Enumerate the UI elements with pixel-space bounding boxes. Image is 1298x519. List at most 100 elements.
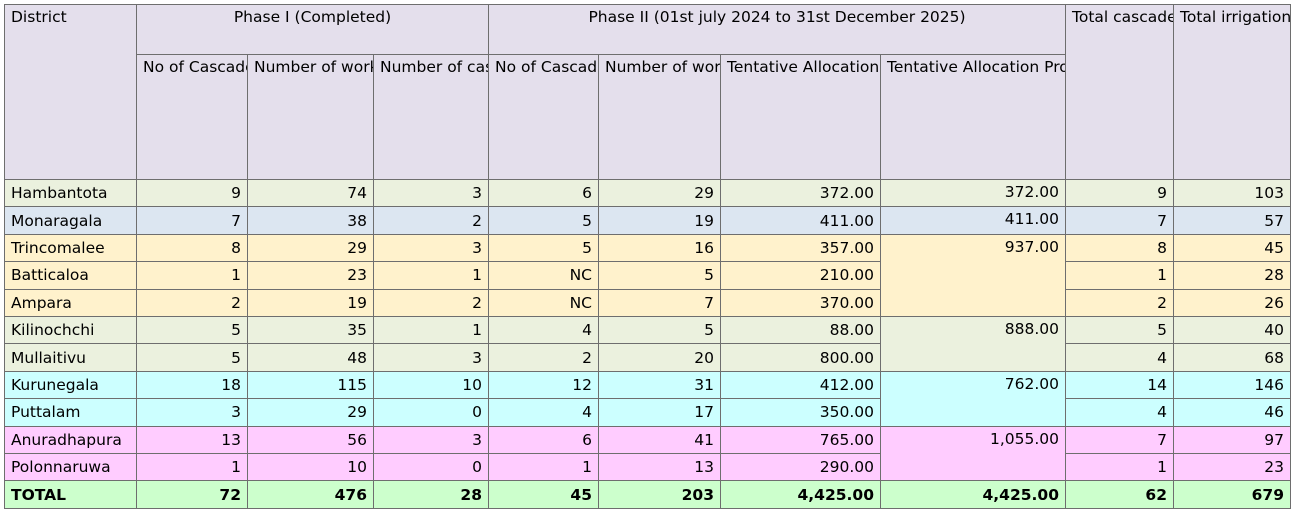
cell-p1-works: 38 [247, 206, 374, 235]
table-row: Kurunegala 18 115 10 12 31 412.00 762.00 14 146 [4, 370, 1291, 427]
cell-p1-cascades: 3 [136, 398, 248, 427]
cell-p1-cascades: 5 [136, 343, 248, 372]
total-p2-works: 203 [598, 480, 721, 509]
cell-p1-works: 29 [247, 233, 374, 263]
cell-p1-cascades: 1 [136, 453, 248, 482]
cell-p2-cascades: 12 [488, 370, 599, 400]
cell-p1-cascades: 9 [136, 178, 248, 208]
table-row: Trincomalee 8 29 3 5 16 357.00 937.00 8 45 [4, 233, 1291, 318]
total-p1-cascades: 72 [136, 480, 248, 509]
cell-p1-completed: 1 [373, 261, 489, 290]
cell-total-schemes: 46 [1173, 398, 1291, 427]
cell-p1-completed: 1 [373, 316, 489, 345]
cell-p1-works: 29 [247, 398, 374, 427]
table-row: Monaragala 7 38 2 5 19 411.00 411.00 7 57 [4, 206, 1291, 235]
cell-p2-cascades: 5 [488, 233, 599, 263]
cell-p1-works: 23 [247, 261, 374, 290]
cell-p2-works: 13 [598, 453, 721, 482]
cell-p2-province-alloc: 372.00 [880, 178, 1066, 208]
cell-p1-works: 56 [247, 425, 374, 455]
cell-district: Puttalam [4, 398, 137, 427]
cell-total-schemes: 57 [1173, 206, 1291, 235]
cell-total-schemes: 146 [1173, 370, 1291, 400]
cell-p2-works: 5 [598, 261, 721, 290]
cell-p2-district-alloc: 350.00 [720, 398, 881, 427]
cell-p2-district-alloc: 372.00 [720, 178, 881, 208]
cell-p2-works: 7 [598, 288, 721, 318]
cell-p2-works: 20 [598, 343, 721, 372]
cell-p2-district-alloc: 370.00 [720, 288, 881, 318]
cell-p2-district-alloc: 357.00 [720, 233, 881, 263]
cell-p1-completed: 2 [373, 288, 489, 318]
header-p2-cascades: No of Cascades selected under phase-II [488, 54, 599, 180]
cell-p1-cascades: 2 [136, 288, 248, 318]
cell-p2-cascades: 6 [488, 425, 599, 455]
cell-total-schemes: 40 [1173, 316, 1291, 345]
cell-p2-province-alloc: 937.00 [880, 233, 1066, 318]
cell-p2-works: 31 [598, 370, 721, 400]
total-total-cascades: 62 [1065, 480, 1174, 509]
cell-p2-cascades: 2 [488, 343, 599, 372]
header-total-schemes: Total irrigation schemes to be completed… [1173, 4, 1291, 180]
cell-p2-district-alloc: 88.00 [720, 316, 881, 345]
cell-district: Hambantota [4, 178, 137, 208]
cell-p2-works: 41 [598, 425, 721, 455]
total-p1-works: 476 [247, 480, 374, 509]
cell-p2-cascades: NC [488, 288, 599, 318]
cell-p1-cascades: 7 [136, 206, 248, 235]
table-row: Hambantota 9 74 3 6 29 372.00 372.00 9 103 [4, 178, 1291, 208]
table-row: Polonnaruwa 1 10 0 1 13 290.00 1 23 [4, 453, 1291, 482]
cell-p1-cascades: 18 [136, 370, 248, 400]
cell-p1-works: 48 [247, 343, 374, 372]
cell-p2-province-alloc: 411.00 [880, 206, 1066, 235]
cell-p1-cascades: 8 [136, 233, 248, 263]
cell-p1-completed: 3 [373, 425, 489, 455]
total-p1-completed: 28 [373, 480, 489, 509]
cell-p1-cascades: 5 [136, 316, 248, 345]
cell-total-cascades: 1 [1065, 453, 1174, 482]
cell-district: Batticaloa [4, 261, 137, 290]
cell-total-schemes: 45 [1173, 233, 1291, 263]
table-row: Anuradhapura 13 56 3 6 41 765.00 1,055.00 7 97 [4, 425, 1291, 482]
cell-p1-completed: 2 [373, 206, 489, 235]
cell-p2-district-alloc: 765.00 [720, 425, 881, 455]
cell-p2-cascades: 4 [488, 398, 599, 427]
cell-p2-works: 5 [598, 316, 721, 345]
cell-p1-cascades: 13 [136, 425, 248, 455]
cell-p1-works: 10 [247, 453, 374, 482]
cell-p1-works: 19 [247, 288, 374, 318]
cell-total-cascades: 8 [1065, 233, 1174, 263]
header-p2-works: Number of works selected under phase - I… [598, 54, 721, 180]
header-phase-2: Phase II (01st july 2024 to 31st Decembe… [488, 4, 1066, 55]
cell-p2-district-alloc: 800.00 [720, 343, 881, 372]
cell-p2-cascades: 1 [488, 453, 599, 482]
total-total-schemes: 679 [1173, 480, 1291, 509]
cell-p2-cascades: 4 [488, 316, 599, 345]
cell-p1-works: 35 [247, 316, 374, 345]
cell-total-schemes: 103 [1173, 178, 1291, 208]
cell-district: Kilinochchi [4, 316, 137, 345]
cell-total-cascades: 1 [1065, 261, 1174, 290]
cell-district: Polonnaruwa [4, 453, 137, 482]
cell-p1-completed: 0 [373, 453, 489, 482]
cascade-program-table: District Phase I (Completed) Phase II (0… [4, 4, 1291, 509]
header-phase-1: Phase I (Completed) [136, 4, 489, 55]
cell-district: Ampara [4, 288, 137, 318]
cell-p1-works: 115 [247, 370, 374, 400]
cell-p2-works: 29 [598, 178, 721, 208]
cell-p2-cascades: 6 [488, 178, 599, 208]
cell-p1-works: 74 [247, 178, 374, 208]
cell-p2-cascades: NC [488, 261, 599, 290]
cell-p2-district-alloc: 290.00 [720, 453, 881, 482]
total-p2-province-alloc: 4,425.00 [880, 480, 1066, 509]
table-row: Kilinochchi 5 35 1 4 5 88.00 888.00 5 40 [4, 316, 1291, 372]
cell-p2-province-alloc: 1,055.00 [880, 425, 1066, 482]
header-p1-works: Number of works selected [247, 54, 374, 180]
cell-district: Monaragala [4, 206, 137, 235]
cell-p2-works: 19 [598, 206, 721, 235]
cell-p1-completed: 3 [373, 343, 489, 372]
table-row: Batticaloa 1 23 1 NC 5 210.00 1 28 [4, 261, 1291, 290]
cell-p2-cascades: 5 [488, 206, 599, 235]
total-district: TOTAL [4, 480, 137, 509]
cell-district: Trincomalee [4, 233, 137, 263]
